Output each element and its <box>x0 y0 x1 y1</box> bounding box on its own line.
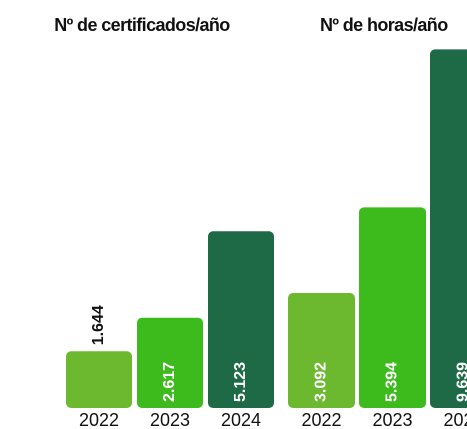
x-tick-label: 2024 <box>221 410 261 429</box>
value-label: 3.092 <box>313 362 330 402</box>
value-label: 5.123 <box>232 362 249 402</box>
chart-title: Nº de horas/año <box>320 15 448 35</box>
bar <box>359 207 426 408</box>
bar <box>430 49 467 408</box>
x-tick-label: 2022 <box>79 410 119 429</box>
value-label: 2.617 <box>161 362 178 402</box>
x-tick-label: 2023 <box>372 410 412 429</box>
x-tick-label: 2022 <box>301 410 341 429</box>
bar <box>66 351 132 408</box>
chart-title: Nº de certificados/año <box>54 15 230 35</box>
value-label: 5.394 <box>384 362 401 402</box>
value-label: 9.639 <box>455 362 467 402</box>
bar <box>288 292 355 408</box>
x-tick-label: 2023 <box>150 410 190 429</box>
value-label: 1.644 <box>90 305 107 345</box>
x-tick-label: 2024 <box>443 410 467 429</box>
bar <box>137 317 203 408</box>
bar <box>208 231 274 408</box>
